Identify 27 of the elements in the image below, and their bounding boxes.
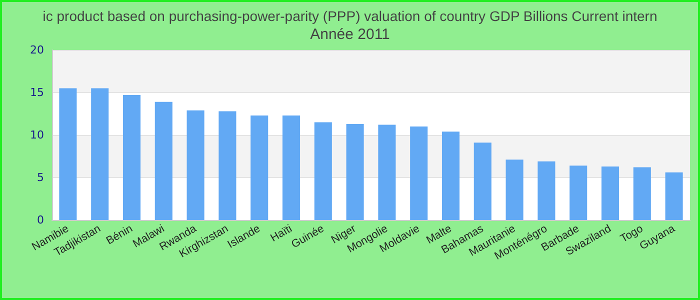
bar [154, 102, 172, 220]
bar [346, 124, 364, 220]
y-tick-label: 5 [37, 171, 44, 184]
bar [122, 95, 141, 220]
bar [442, 132, 460, 220]
bar [506, 160, 524, 220]
bar [314, 122, 332, 220]
bar [633, 167, 651, 220]
y-tick-label: 0 [37, 214, 44, 226]
bar [378, 124, 396, 220]
y-tick-label: 20 [30, 44, 44, 56]
bar [410, 126, 428, 220]
chart-title: ic product based on purchasing-power-parity (PPP) valuation of country GDP Billions Current intern [42, 8, 658, 24]
bar [665, 172, 683, 220]
bar [91, 88, 109, 220]
chart-subtitle: Année 2011 [310, 26, 390, 43]
bar [282, 115, 300, 220]
bar [601, 166, 620, 220]
bar [59, 88, 77, 220]
bar [250, 115, 268, 220]
bar [538, 161, 556, 220]
bar [474, 142, 492, 220]
bar [218, 111, 236, 220]
y-tick-label: 15 [30, 86, 44, 99]
bar [570, 166, 588, 220]
y-tick-label: 10 [30, 128, 44, 142]
bar [186, 110, 204, 220]
